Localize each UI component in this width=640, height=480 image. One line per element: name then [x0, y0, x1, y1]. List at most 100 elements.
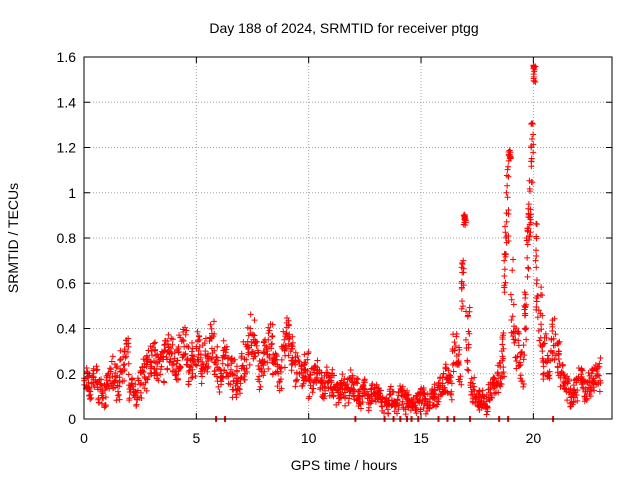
data-point [157, 351, 164, 358]
data-point [269, 340, 276, 347]
data-point [189, 339, 196, 346]
data-point [174, 375, 181, 382]
y-tick-label: 1.2 [57, 140, 77, 156]
data-point [459, 303, 466, 310]
data-point [269, 370, 276, 377]
data-point [87, 391, 94, 398]
data-point [365, 404, 372, 411]
data-point [314, 357, 321, 364]
data-point [239, 362, 246, 369]
data-point [575, 373, 582, 380]
data-point [194, 338, 201, 345]
data-point [95, 399, 102, 406]
data-point [510, 256, 517, 263]
data-point [293, 378, 300, 385]
data-point [505, 238, 512, 245]
data-point [275, 370, 282, 377]
data-point [530, 149, 537, 156]
data-point [520, 383, 527, 390]
data-point [594, 372, 601, 379]
data-point [194, 356, 201, 363]
data-point [520, 342, 527, 349]
data-point [95, 378, 102, 385]
data-point [554, 340, 561, 347]
data-point [404, 392, 411, 399]
data-point [328, 392, 335, 399]
data-point [265, 365, 272, 372]
data-point [113, 364, 120, 371]
data-point [197, 354, 204, 361]
data-point [459, 298, 466, 305]
data-point [382, 398, 389, 405]
data-point [216, 388, 223, 395]
data-point [121, 346, 128, 353]
y-tick-label: 0.6 [57, 275, 77, 291]
data-point [504, 166, 511, 173]
data-point [523, 325, 530, 332]
data-point [409, 399, 416, 406]
data-point [139, 368, 146, 375]
data-point [585, 369, 592, 376]
y-tick-label: 1.4 [57, 94, 77, 110]
data-point [132, 381, 139, 388]
data-point [342, 389, 349, 396]
data-point [517, 361, 524, 368]
data-point [538, 284, 545, 291]
data-point [98, 400, 105, 407]
data-point [500, 330, 507, 337]
data-point [337, 391, 344, 398]
data-point [94, 366, 101, 373]
data-point [513, 325, 520, 332]
x-tick-label: 20 [526, 430, 542, 446]
data-point [305, 349, 312, 356]
data-point [534, 293, 541, 300]
data-point [347, 367, 354, 374]
data-point [135, 377, 142, 384]
data-point [530, 75, 537, 82]
data-point [170, 361, 177, 368]
data-point [468, 375, 475, 382]
data-point [523, 301, 530, 308]
data-point [198, 380, 205, 387]
data-point [462, 336, 469, 343]
data-point [535, 307, 542, 314]
x-axis-label: GPS time / hours [291, 457, 398, 473]
data-point [450, 368, 457, 375]
data-point [247, 311, 254, 318]
data-point [570, 399, 577, 406]
data-point [377, 387, 384, 394]
data-point [152, 339, 159, 346]
data-point [141, 385, 148, 392]
data-point [538, 321, 545, 328]
data-point [333, 381, 340, 388]
data-point [180, 337, 187, 344]
data-point [550, 342, 557, 349]
data-point [465, 328, 472, 335]
data-point [158, 363, 165, 370]
data-point [464, 357, 471, 364]
data-point [527, 216, 534, 223]
data-point [511, 339, 518, 346]
data-point [567, 403, 574, 410]
data-point [387, 383, 394, 390]
data-point [533, 233, 540, 240]
data-point [528, 120, 535, 127]
data-point [564, 373, 571, 380]
data-point [351, 378, 358, 385]
data-point [539, 355, 546, 362]
data-point [522, 310, 529, 317]
data-point [504, 194, 511, 201]
data-point [501, 289, 508, 296]
data-point [260, 350, 267, 357]
data-point [198, 370, 205, 377]
data-point [220, 347, 227, 354]
data-point [525, 201, 532, 208]
data-point [451, 347, 458, 354]
data-point [544, 369, 551, 376]
data-point [504, 182, 511, 189]
data-point [521, 325, 528, 332]
data-point [153, 369, 160, 376]
data-point [320, 393, 327, 400]
data-point [164, 366, 171, 373]
data-point [359, 398, 366, 405]
